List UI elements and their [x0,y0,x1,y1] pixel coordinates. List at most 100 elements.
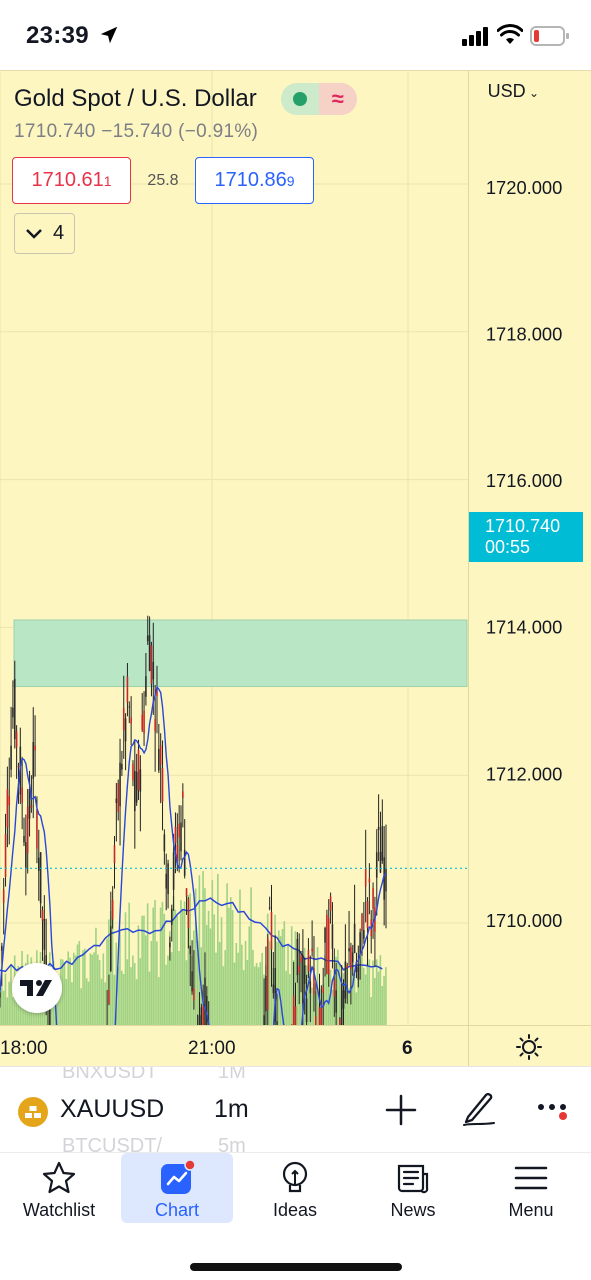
volume-bar [93,952,95,1025]
volume-bar [246,959,249,1025]
time-tick: 18:00 [0,1038,48,1059]
sell-button[interactable]: 1710.61 1 [12,157,131,204]
candle-body [178,823,180,838]
candle-body [189,946,192,955]
candle-body [6,789,9,828]
candle-body [8,795,11,806]
candle-body [357,966,360,980]
tab-watchlist[interactable]: Watchlist [3,1153,115,1225]
candle-body [313,968,315,995]
candle-body [111,900,114,920]
buy-button[interactable]: 1710.86 9 [195,157,314,204]
volume-bar [253,966,256,1025]
market-status-pill[interactable]: ≈ [280,83,357,115]
volume-bar [353,973,356,1025]
candle-body [350,946,352,969]
volume-bar [170,952,173,1025]
currency-selector[interactable]: USD ⌄ [488,81,539,102]
more-options-icon[interactable] [535,1097,571,1123]
volume-bar [126,959,129,1025]
volume-bar [145,935,147,1025]
volume-bar [65,978,68,1025]
interval-selector[interactable]: 1m [214,1095,249,1123]
volume-bar [122,974,125,1025]
candle-body [23,835,25,843]
volume-bar [222,966,225,1025]
time-axis[interactable]: 18:00 21:00 6 [0,1025,591,1068]
theme-toggle-sun-icon[interactable] [516,1034,542,1060]
candle-body [1,946,3,951]
candle-body [43,918,46,950]
candle-body [146,635,149,642]
volume-bar [69,957,71,1025]
price-axis[interactable]: 1722.0001720.0001718.0001716.0001714.000… [468,71,591,1025]
volume-bar [276,941,278,1025]
chart-area[interactable]: 1722.0001720.0001718.0001716.0001714.000… [0,70,591,1068]
price-tick-label: 1712.000 [486,763,562,784]
volume-bar [130,967,132,1025]
volume-bar [215,952,217,1025]
candle-body [169,942,171,948]
candle-body [379,851,382,873]
volume-bar [115,942,118,1025]
candle-body [355,962,358,973]
volume-bar [185,960,188,1025]
volume-bar [84,948,86,1025]
clock: 23:39 [26,22,89,49]
volume-bar [111,917,114,1025]
add-icon[interactable] [384,1093,418,1127]
spread-value: 25.8 [147,171,179,189]
candle-body [148,635,151,672]
tab-ideas[interactable]: Ideas [239,1153,351,1225]
volume-bar [383,975,385,1025]
candle-body [26,806,29,854]
volume-bar [196,940,199,1025]
volume-bar [132,955,134,1025]
candle-body [361,914,363,932]
volume-bar [181,909,184,1025]
candle-body [174,826,177,844]
volume-bar [248,926,251,1025]
candle-body [130,717,132,724]
volume-bar [327,970,330,1025]
ghost-interval: 1M [218,1066,246,1083]
candle-body [110,926,112,971]
drawing-pen-icon[interactable] [460,1089,498,1127]
candle-body [300,954,302,963]
candle-body [318,1007,321,1025]
indicators-toggle[interactable]: 4 [14,213,75,254]
candle-body [265,975,267,1012]
candle-body [12,707,14,718]
volume-bar [72,952,75,1025]
volume-bar [128,902,130,1025]
tab-menu[interactable]: Menu [475,1153,587,1225]
candle-body [121,763,123,770]
indicators-count: 4 [52,222,65,244]
candle-body [152,661,155,680]
tab-chart[interactable]: Chart [121,1153,233,1223]
volume-bar [279,936,282,1025]
volume-bar [255,962,258,1025]
volume-bar [268,940,271,1025]
chevron-down-icon: ⌄ [525,86,539,100]
candle-body [346,965,349,968]
lightbulb-icon [282,1161,308,1193]
green-dot-icon [292,92,307,106]
candle-body [132,763,134,781]
candle-body [270,911,273,950]
symbol-selector[interactable]: XAUUSD [60,1095,165,1123]
tab-news[interactable]: News [357,1153,469,1225]
candle-body [161,768,164,802]
volume-bar [285,970,287,1025]
volume-bar [135,979,138,1025]
volume-bar [368,959,371,1025]
tradingview-logo[interactable] [12,963,62,1013]
candle-body [10,745,12,770]
price-tick-label: 1720.000 [486,177,562,198]
volume-bar [163,913,166,1025]
time-tick: 6 [402,1038,413,1059]
tradingview-logo-icon [20,980,52,996]
volume-bar [233,962,236,1025]
supply-zone-rectangle [13,619,468,688]
volume-bar [120,970,123,1025]
